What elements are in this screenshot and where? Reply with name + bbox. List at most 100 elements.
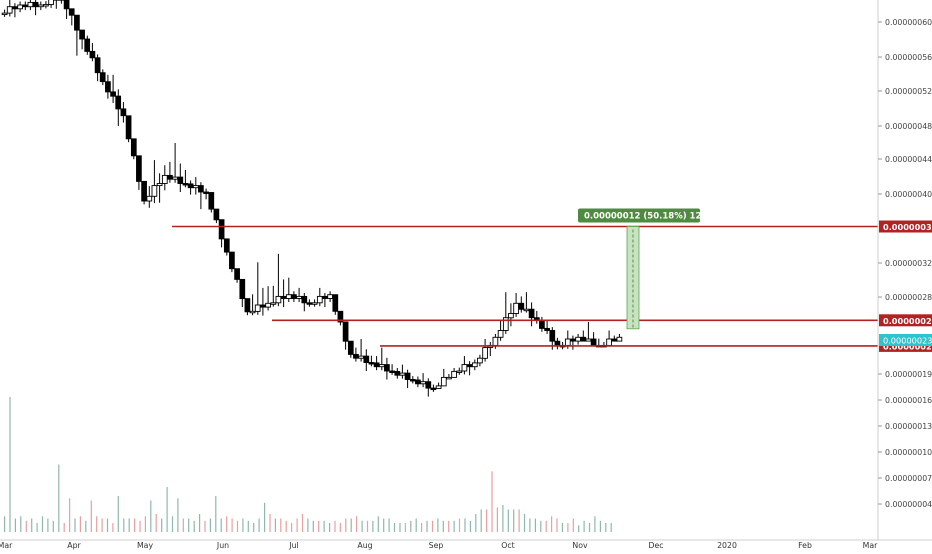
volume-bar: [605, 523, 606, 532]
volume-bar: [519, 510, 520, 533]
volume-bar: [416, 519, 417, 533]
volume-bar: [551, 516, 552, 532]
volume-bar: [578, 525, 579, 532]
candle-body: [152, 186, 157, 197]
measurement-label: 0.00000012 (50.18%) 12: [584, 212, 701, 222]
volume-bar: [556, 519, 557, 533]
candle-body: [28, 2, 33, 6]
candle-body: [467, 365, 472, 367]
candle-body: [292, 295, 297, 299]
volume-bar: [145, 516, 146, 532]
candle-body: [199, 186, 204, 192]
volume-bar: [183, 519, 184, 533]
volume-bar: [264, 503, 265, 532]
volume-bar: [475, 514, 476, 532]
candle-body: [612, 339, 617, 341]
candle-body: [576, 337, 581, 341]
candle-body: [142, 181, 147, 201]
candle-body: [261, 305, 266, 307]
volume-bar: [410, 521, 411, 532]
volume-bar: [313, 521, 314, 532]
candle-body: [586, 339, 591, 341]
level-price-label: 0.00000025: [883, 316, 932, 326]
candle-body: [498, 331, 503, 338]
volume-bar: [129, 519, 130, 533]
candle-body: [7, 7, 12, 13]
price-axis[interactable]: 0.000000600.000000560.000000520.00000048…: [878, 0, 932, 540]
candle-body: [297, 296, 302, 298]
time-tick-label: Oct: [501, 541, 514, 550]
candle-body: [405, 373, 410, 379]
candle-body: [379, 365, 384, 367]
price-tick-label: 0.00000048: [885, 122, 932, 131]
candle-body: [240, 279, 245, 298]
candle-body: [224, 239, 229, 252]
volume-bar: [107, 519, 108, 533]
time-tick-label: 2020: [717, 541, 737, 550]
price-tick-label: 0.00000056: [885, 53, 932, 62]
volume-bar: [535, 519, 536, 533]
volume-bar: [248, 521, 249, 532]
candle-body: [168, 175, 173, 179]
candle-body: [121, 109, 126, 116]
volume-bar: [20, 516, 21, 532]
candle-body: [472, 363, 477, 367]
price-tick-label: 0.00000010: [885, 448, 932, 457]
volume-bars: [4, 397, 612, 532]
volume-bar: [297, 519, 298, 533]
candle-body: [235, 269, 240, 280]
candle-body: [410, 380, 415, 382]
candle-body: [95, 58, 100, 73]
candle-body: [178, 177, 183, 183]
volume-bar: [96, 516, 97, 532]
volume-bar: [589, 523, 590, 532]
candle-body: [230, 252, 235, 269]
candle-body: [188, 184, 193, 188]
candle-body: [359, 356, 364, 358]
candle-body: [64, 0, 69, 9]
candle-body: [266, 303, 271, 307]
volume-bar: [47, 519, 48, 533]
volume-bar: [64, 523, 65, 532]
volume-bar: [470, 521, 471, 532]
volume-bar: [123, 519, 124, 533]
volume-bar: [102, 519, 103, 533]
volume-bar: [177, 498, 178, 532]
candle-body: [255, 305, 260, 311]
volume-bar: [426, 521, 427, 532]
volume-bar: [394, 523, 395, 532]
candle-body: [354, 354, 359, 358]
volume-bar: [237, 521, 238, 532]
candle-body: [457, 371, 462, 373]
volume-bar: [69, 498, 70, 532]
price-tick-label: 0.00000040: [885, 190, 932, 199]
volume-bar: [156, 514, 157, 532]
volume-bar: [351, 519, 352, 533]
candle-body: [343, 322, 348, 341]
volume-bar: [486, 510, 487, 533]
volume-bar: [546, 521, 547, 532]
volume-bar: [573, 519, 574, 533]
volume-bar: [584, 521, 585, 532]
volume-bar: [437, 519, 438, 533]
candle-body: [529, 309, 534, 318]
current-price-label: 0.00000023: [883, 336, 932, 346]
candle-body: [478, 358, 483, 363]
volume-bar: [172, 516, 173, 532]
candle-body: [126, 116, 131, 139]
candle-body: [519, 303, 524, 309]
candle-body: [23, 5, 28, 7]
candle-body: [183, 184, 188, 186]
volume-bar: [139, 521, 140, 532]
price-tick-label: 0.00000013: [885, 422, 932, 431]
candle-body: [571, 339, 576, 341]
candle-body: [80, 30, 85, 39]
volume-bar: [275, 519, 276, 533]
candle-body: [69, 9, 74, 15]
candle-body: [390, 371, 395, 373]
volume-bar: [491, 471, 492, 532]
price-tick-label: 0.00000032: [885, 259, 932, 268]
